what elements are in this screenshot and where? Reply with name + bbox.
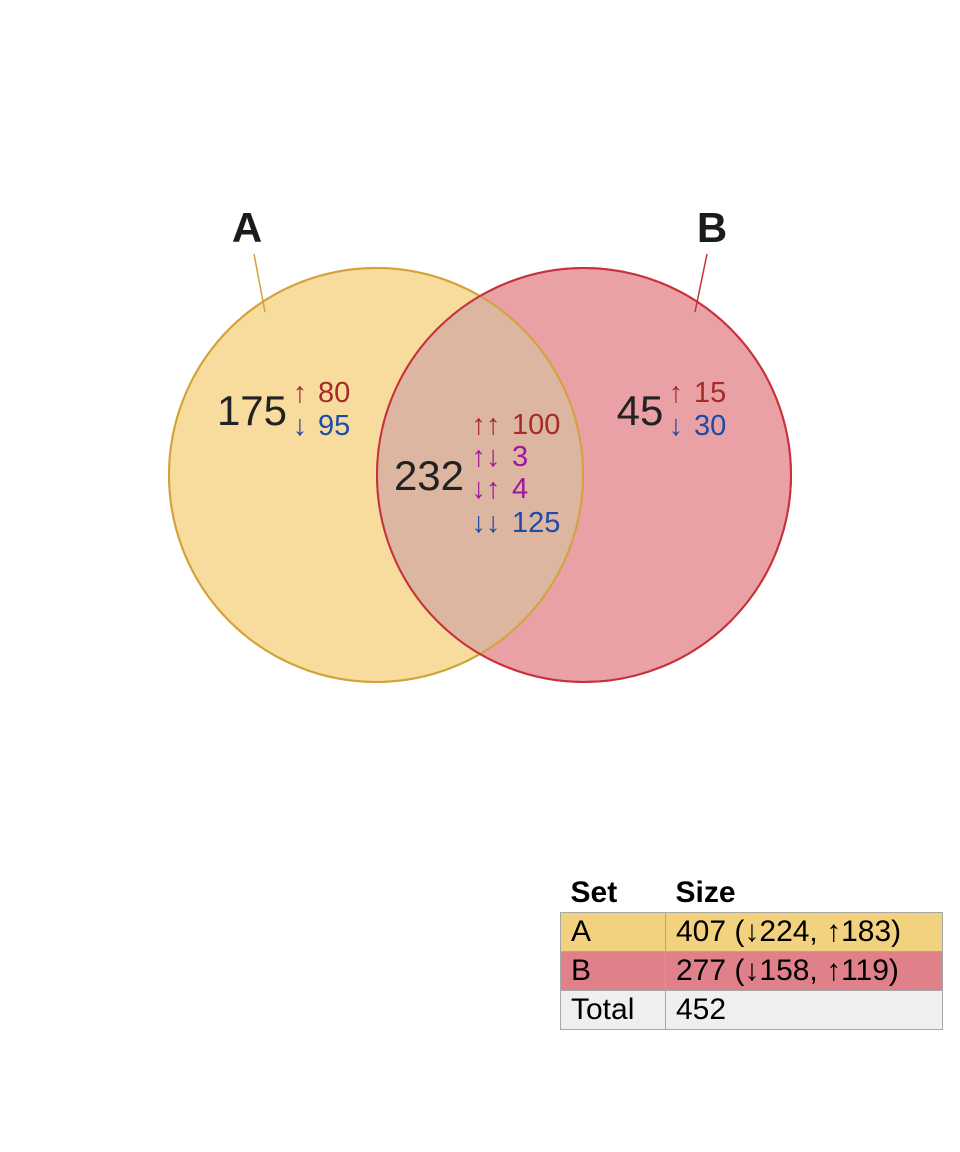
intersection-up-up-count: 100 (512, 409, 560, 441)
size-cell: 277 (↓158, ↑119) (665, 951, 943, 991)
table-row: B 277 (↓158, ↑119) (560, 951, 943, 991)
set-a-leader-line (253, 253, 266, 313)
b-only-down-arrow: ↓ (669, 410, 684, 442)
intersection-down-down-arrows: ↓↓ (472, 507, 501, 539)
set-a-outline (168, 267, 584, 683)
a-only-up-arrow: ↑ (293, 377, 308, 409)
table-row: Total 452 (560, 990, 943, 1030)
set-cell: Total (560, 990, 666, 1030)
a-only-down-arrow: ↓ (293, 410, 308, 442)
venn-diagram: A B 175 ↑ 80 ↓ 95 232 ↑↑ 100 ↑↓ 3 ↓↑ 4 ↓… (168, 204, 792, 683)
set-b-leader-line (694, 253, 708, 313)
intersection-down-down-count: 125 (512, 507, 560, 539)
intersection-total: 232 (394, 452, 464, 499)
b-only-up-count: 15 (694, 377, 726, 409)
set-a-label: A (232, 204, 262, 251)
a-only-total: 175 (217, 387, 287, 434)
set-column-header: Set (570, 876, 618, 909)
set-b-label: B (697, 204, 727, 251)
set-size-table: Set Size A 407 (↓224, ↑183) B 277 (↓158,… (560, 872, 943, 1030)
size-cell: 452 (665, 990, 943, 1030)
intersection-up-up-arrows: ↑↑ (472, 409, 501, 441)
b-only-total: 45 (617, 387, 664, 434)
intersection-region (377, 268, 583, 682)
table-row: A 407 (↓224, ↑183) (560, 912, 943, 952)
intersection-down-up-count: 4 (512, 473, 528, 505)
size-column-header: Size (675, 876, 736, 909)
intersection-up-down-count: 3 (512, 441, 528, 473)
b-only-up-arrow: ↑ (669, 377, 684, 409)
table-header-row: Set Size (561, 872, 943, 913)
a-only-up-count: 80 (318, 377, 350, 409)
b-only-down-count: 30 (694, 410, 726, 442)
set-cell: B (560, 951, 666, 991)
a-only-down-count: 95 (318, 410, 350, 442)
set-cell: A (560, 912, 666, 952)
intersection-down-up-arrows: ↓↑ (472, 473, 501, 505)
size-cell: 407 (↓224, ↑183) (665, 912, 943, 952)
intersection-up-down-arrows: ↑↓ (472, 441, 501, 473)
set-b-outline (376, 267, 792, 683)
